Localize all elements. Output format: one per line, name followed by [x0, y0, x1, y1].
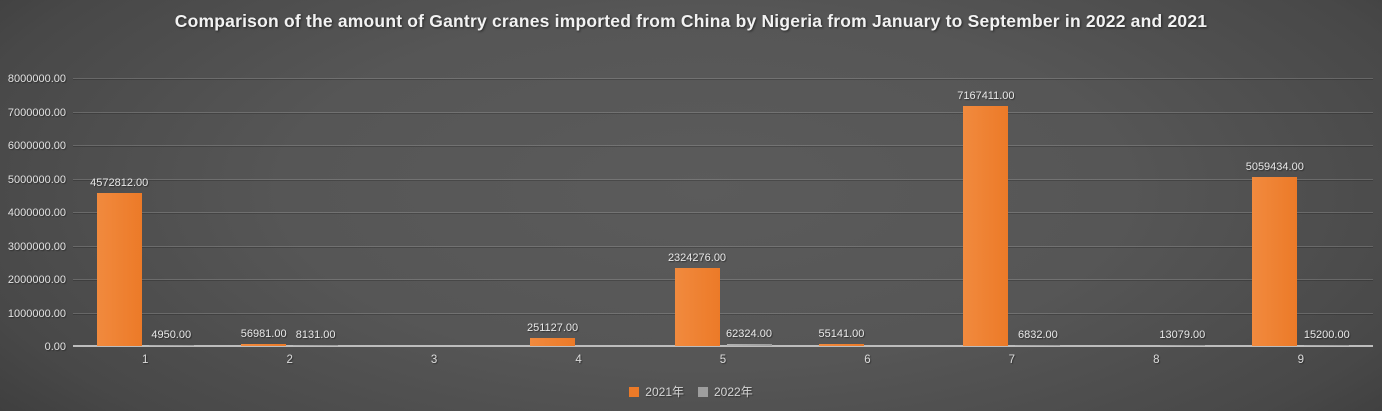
bar-2021年-1: [96, 192, 142, 346]
bar-2021年-9: [1252, 176, 1298, 346]
bar-2022年-1: [148, 344, 194, 346]
legend-swatch-icon: [629, 386, 640, 397]
x-category-label: 7: [1008, 354, 1016, 366]
chart-title-text: Comparison of the amount of Gantry crane…: [174, 11, 1208, 31]
bar-value-label: 56981.00: [240, 328, 287, 341]
bar-value-label: 62324.00: [726, 327, 772, 340]
bar-value-label: 13079.00: [1159, 328, 1206, 341]
bar-value-label: 4572812.00: [90, 176, 149, 189]
bar-value-label: 6832.00: [1017, 328, 1058, 341]
gridline: [73, 111, 1373, 113]
gridline: [73, 78, 1373, 79]
y-tick-label: 3000000.00: [7, 240, 66, 253]
x-category-label: 6: [864, 354, 871, 366]
gridline: [73, 178, 1373, 180]
x-category-label: 4: [575, 354, 582, 366]
bar-value-label: 55141.00: [818, 328, 865, 341]
legend-swatch-icon: [698, 386, 708, 397]
y-tick-label: 8000000.00: [7, 73, 66, 85]
x-category-label: 5: [719, 354, 727, 366]
bar-value-label: 15200.00: [1303, 328, 1350, 341]
y-tick-label: 5000000.00: [7, 173, 66, 186]
y-tick-label: 0.00: [44, 341, 66, 353]
y-tick-label: 4000000.00: [7, 207, 66, 219]
y-tick-label: 6000000.00: [7, 140, 66, 152]
y-tick-label: 2000000.00: [7, 274, 66, 286]
bar-2022年-7: [1015, 344, 1061, 346]
bar-value-label: 251127.00: [526, 321, 579, 334]
x-category-label: 9: [1297, 354, 1304, 366]
bar-2021年-2: [241, 344, 287, 346]
bar-2022年-5: [726, 343, 772, 346]
x-category-label: 8: [1153, 354, 1160, 366]
bar-value-label: 8131.00: [295, 328, 336, 341]
gridline: [73, 145, 1373, 146]
y-tick-label: 1000000.00: [7, 307, 66, 320]
bar-value-label: 4950.00: [151, 328, 192, 341]
plot-area: 4572812.00 4950.00 56981.00 8131.00 251127.0…: [73, 78, 1373, 347]
legend-label: 2021年: [645, 385, 684, 399]
x-axis-line: [73, 345, 1373, 347]
legend-item-2021年: 2021年: [629, 383, 684, 400]
bar-value-label: 5059434.00: [1245, 160, 1304, 173]
chart-title: Comparison of the amount of Gantry crane…: [0, 8, 1382, 34]
bar-2022年-8: [1159, 344, 1205, 346]
bar-2021年-5: [674, 268, 720, 346]
bar-2022年-2: [293, 344, 339, 346]
bar-2022年-9: [1304, 344, 1350, 346]
legend-item-2022年: 2022年: [698, 383, 753, 400]
x-category-label: 1: [142, 354, 149, 366]
legend: 2021年 2022年: [0, 383, 1382, 400]
x-category-label: 2: [286, 354, 293, 366]
bar-2021年-7: [963, 105, 1009, 346]
gridline: [73, 279, 1373, 280]
legend-label: 2022年: [714, 385, 753, 399]
bar-2021年-6: [818, 344, 864, 346]
x-category-label: 3: [430, 354, 438, 366]
y-tick-label: 7000000.00: [7, 106, 66, 119]
gridline: [73, 212, 1373, 213]
bar-value-label: 2324276.00: [667, 252, 727, 265]
gridline: [73, 312, 1373, 314]
bar-value-label: 7167411.00: [957, 89, 1015, 102]
gridline: [73, 245, 1373, 247]
bar-2021年-4: [530, 337, 576, 346]
